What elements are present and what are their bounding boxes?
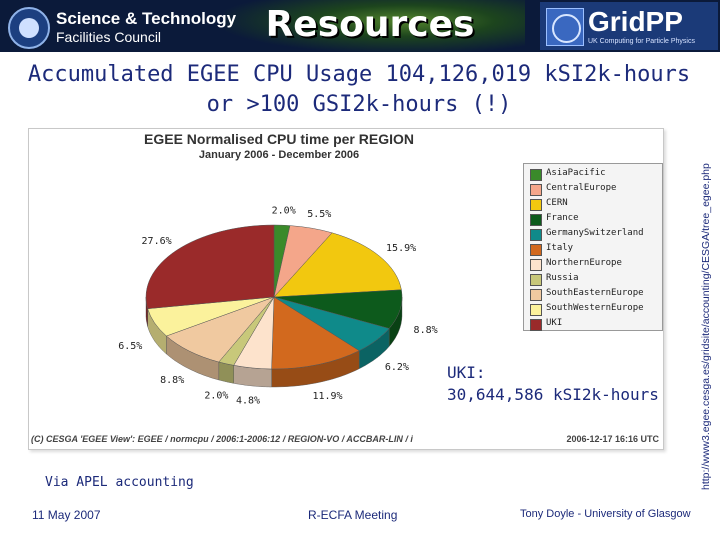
chart-credit: (C) CESGA 'EGEE View': EGEE / normcpu / … <box>31 434 413 444</box>
legend-label: France <box>546 213 579 223</box>
source-url: http://www3.egee.cesga.es/gridsite/accou… <box>700 163 712 490</box>
footer-date: 11 May 2007 <box>32 508 101 522</box>
pie-side-russia <box>218 361 234 384</box>
pie-label-russia: 2.0% <box>204 390 228 401</box>
stfc-logo-icon <box>8 7 50 49</box>
gridpp-name: GridPP <box>588 6 683 37</box>
legend-label: AsiaPacific <box>546 168 606 178</box>
pie-slice-uki <box>145 224 275 309</box>
pie-label-northerneurope: 4.8% <box>236 395 260 406</box>
headline-line1: Accumulated EGEE CPU Usage 104,126,019 k… <box>27 62 691 87</box>
uki-annotation-value: 30,644,586 kSI2k-hours <box>447 385 659 404</box>
pie-label-germanyswitzerland: 6.2% <box>385 362 409 373</box>
chart-legend: AsiaPacific CentralEurope CERN France German… <box>523 163 663 331</box>
legend-label: SouthEasternEurope <box>546 288 644 298</box>
legend-swatch <box>530 184 542 196</box>
cpu-usage-chart: EGEE Normalised CPU time per REGION Janu… <box>28 128 664 450</box>
header-banner: Science & Technology Facilities Council … <box>0 0 720 52</box>
legend-swatch <box>530 304 542 316</box>
slide-title: Resources <box>265 4 475 45</box>
gridpp-tagline: UK Computing for Particle Physics <box>588 38 695 45</box>
legend-label: CERN <box>546 198 568 208</box>
org-name-line2: Facilities Council <box>56 29 162 45</box>
pie-label-asiapacific: 2.0% <box>272 206 296 217</box>
legend-label: NorthernEurope <box>546 258 622 268</box>
legend-swatch <box>530 229 542 241</box>
gridpp-grid-icon <box>546 8 584 46</box>
legend-swatch <box>530 244 542 256</box>
pie-label-france: 8.8% <box>414 325 438 336</box>
legend-swatch <box>530 274 542 286</box>
legend-swatch <box>530 214 542 226</box>
source-url-container: http://www3.egee.cesga.es/gridsite/accou… <box>698 90 720 490</box>
pie-label-centraleurope: 5.5% <box>307 209 331 220</box>
gridpp-logo: GridPP UK Computing for Particle Physics <box>540 2 718 50</box>
footer-meeting: R-ECFA Meeting <box>308 508 398 522</box>
org-name-line1: Science & Technology <box>56 9 237 28</box>
legend-label: CentralEurope <box>546 183 617 193</box>
chart-title: EGEE Normalised CPU time per REGION <box>144 131 414 147</box>
chart-subtitle: January 2006 - December 2006 <box>198 149 360 161</box>
footer-author: Tony Doyle - University of Glasgow <box>520 508 691 520</box>
legend-label: SouthWesternEurope <box>546 303 644 313</box>
pie-slice-italy <box>271 296 360 370</box>
legend-label: UKI <box>546 318 563 328</box>
pie-label-cern: 15.9% <box>386 243 416 254</box>
headline-line2: or >100 GSI2k-hours (!) <box>206 92 512 117</box>
legend-swatch <box>530 319 542 331</box>
legend-swatch <box>530 169 542 181</box>
legend-label: Russia <box>546 273 579 283</box>
uki-annotation-label: UKI: <box>447 363 486 382</box>
pie-label-uki: 27.6% <box>142 236 172 247</box>
pie-chart: 2.0% 5.5% 15.9% 8.8% 6.2% 11.9% 4.8% 2.0% 8.8% 6.… <box>118 206 438 407</box>
legend-swatch <box>530 259 542 271</box>
pie-label-southeasterneurope: 8.8% <box>160 375 184 386</box>
legend-label: Italy <box>546 243 574 253</box>
pie-label-southwesterneurope: 6.5% <box>118 341 142 352</box>
banner-background-graphic <box>225 0 525 52</box>
legend-swatch <box>530 199 542 211</box>
uki-annotation: UKI: 30,644,586 kSI2k-hours <box>447 362 659 406</box>
legend-label: GermanySwitzerland <box>546 228 644 238</box>
pie-slice-cern <box>273 232 402 298</box>
pie-label-italy: 11.9% <box>312 391 342 402</box>
chart-timestamp: 2006-12-17 16:16 UTC <box>566 434 659 444</box>
via-apel-note: Via APEL accounting <box>45 475 194 490</box>
legend-swatch <box>530 289 542 301</box>
